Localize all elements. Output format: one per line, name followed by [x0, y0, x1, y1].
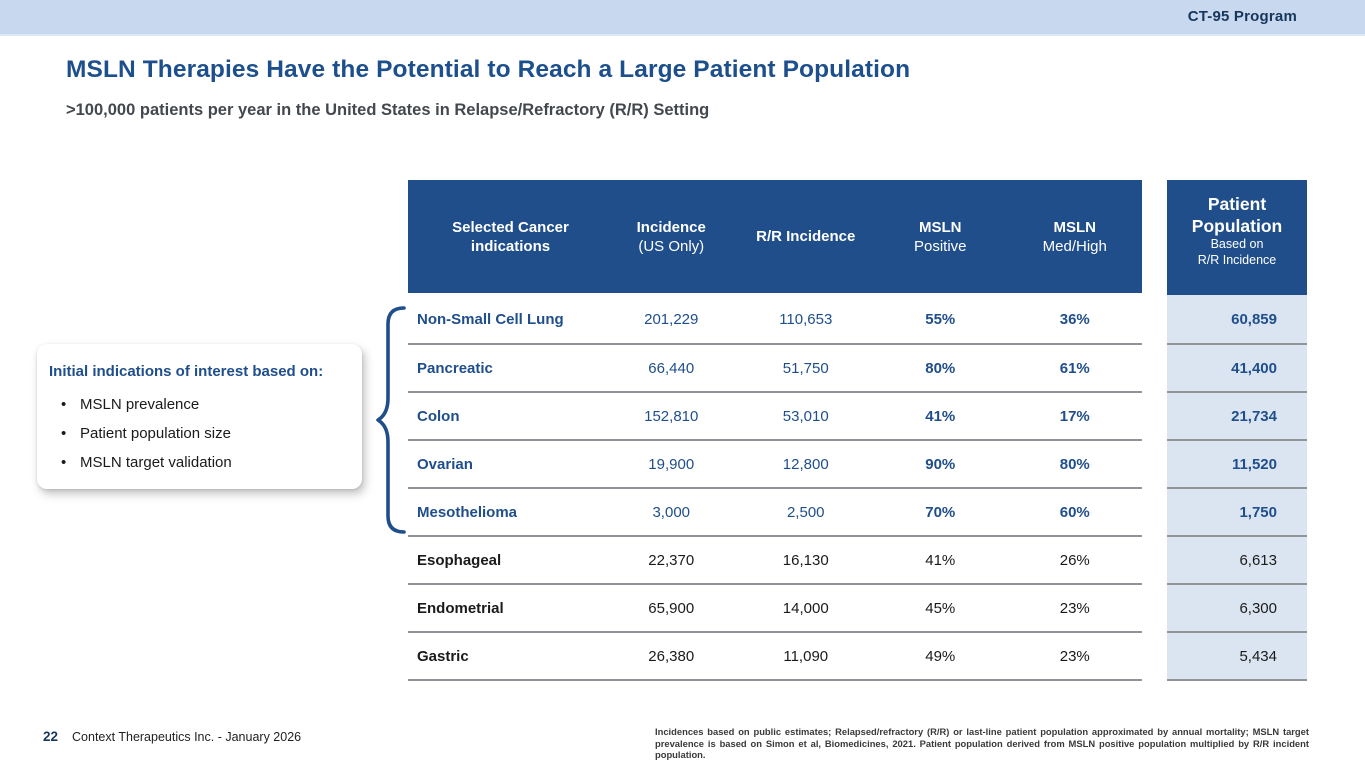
callout-title: Initial indications of interest based on…: [49, 363, 324, 380]
table-header-row: Selected Cancer indications Incidence (U…: [408, 180, 1142, 293]
cell-incidence: 3,000: [652, 503, 691, 521]
cell-rr-incidence: 51,750: [782, 359, 829, 377]
header-line: R/R Incidence: [1197, 252, 1277, 267]
patient-population-cells: 60,859 41,400 21,734 11,520 1,750 6,613 …: [1167, 295, 1307, 681]
page-subtitle: >100,000 patients per year in the United…: [66, 101, 710, 119]
cell-patient-population: 6,613: [1167, 535, 1307, 583]
cell-rr-incidence: 2,500: [786, 503, 825, 521]
callout-bullet: MSLN target validation: [49, 448, 348, 477]
table-row: Esophageal 22,370 16,130 41% 26%: [408, 535, 1142, 583]
header-incidence-us-only: Incidence (US Only): [604, 218, 739, 256]
cell-patient-population: 21,734: [1167, 391, 1307, 439]
cell-incidence: 19,900: [648, 455, 695, 473]
callout-bullet: MSLN prevalence: [49, 390, 348, 419]
table-row: Endometrial 65,900 14,000 45% 23%: [408, 583, 1142, 631]
header-line: indications: [470, 237, 551, 255]
header-selected-cancer-indications: Selected Cancer indications: [408, 218, 604, 256]
table-body: Non-Small Cell Lung 201,229 110,653 55% …: [408, 295, 1142, 681]
cell-indication: Ovarian: [417, 455, 473, 473]
table-row: Non-Small Cell Lung 201,229 110,653 55% …: [408, 295, 1142, 343]
page-number: 22: [43, 729, 59, 744]
cell-msln-med-high: 61%: [1059, 359, 1090, 377]
brace-bracket: [374, 304, 408, 536]
table-row: Ovarian 19,900 12,800 90% 80%: [408, 439, 1142, 487]
callout-bullet-list: MSLN prevalence Patient population size …: [49, 390, 348, 477]
top-banner: CT-95 Program: [0, 0, 1365, 36]
header-line: MSLN: [919, 218, 962, 236]
cell-patient-population: 5,434: [1167, 631, 1307, 679]
header-line: (US Only): [638, 237, 705, 255]
cell-rr-incidence: 12,800: [782, 455, 829, 473]
cell-indication: Colon: [417, 407, 460, 425]
patient-population-header: Patient Population Based on R/R Incidenc…: [1167, 180, 1307, 295]
cell-indication: Mesothelioma: [417, 503, 518, 521]
table-row: Colon 152,810 53,010 41% 17%: [408, 391, 1142, 439]
cell-msln-med-high: 80%: [1059, 455, 1090, 473]
cell-indication: Gastric: [417, 647, 469, 665]
cell-msln-positive: 55%: [925, 310, 956, 328]
cell-indication: Non-Small Cell Lung: [417, 310, 564, 328]
cell-msln-positive: 70%: [925, 503, 956, 521]
cell-msln-med-high: 23%: [1059, 647, 1090, 665]
cell-patient-population: 11,520: [1167, 439, 1307, 487]
cell-patient-population: 1,750: [1167, 487, 1307, 535]
cell-incidence: 22,370: [648, 551, 695, 569]
cell-patient-population: 60,859: [1167, 295, 1307, 343]
page-title: MSLN Therapies Have the Potential to Rea…: [66, 56, 911, 83]
cell-rr-incidence: 16,130: [782, 551, 829, 569]
footer-left: 22 Context Therapeutics Inc. - January 2…: [43, 729, 301, 744]
table-row: Gastric 26,380 11,090 49% 23%: [408, 631, 1142, 679]
cell-indication: Endometrial: [417, 599, 504, 617]
indications-table: Selected Cancer indications Incidence (U…: [408, 180, 1142, 681]
brace-icon: [376, 306, 406, 534]
cell-msln-positive: 45%: [925, 599, 956, 617]
program-label: CT-95 Program: [1187, 8, 1297, 25]
cell-indication: Esophageal: [417, 551, 502, 569]
cell-incidence: 201,229: [644, 310, 699, 328]
cell-rr-incidence: 14,000: [782, 599, 829, 617]
callout-bullet: Patient population size: [49, 419, 348, 448]
cell-incidence: 26,380: [648, 647, 695, 665]
cell-patient-population: 41,400: [1167, 343, 1307, 391]
cell-msln-positive: 41%: [925, 551, 956, 569]
cell-rr-incidence: 110,653: [779, 310, 833, 328]
cell-msln-positive: 49%: [925, 647, 956, 665]
header-line: R/R Incidence: [756, 228, 856, 245]
header-rr-incidence: R/R Incidence: [739, 227, 874, 246]
cell-msln-positive: 90%: [925, 455, 956, 473]
header-line: Based on: [1210, 237, 1264, 251]
table-row: Pancreatic 66,440 51,750 80% 61%: [408, 343, 1142, 391]
company-credit: Context Therapeutics Inc. - January 2026: [72, 730, 302, 744]
header-msln-positive: MSLN Positive: [873, 218, 1008, 256]
cell-patient-population: 6,300: [1167, 583, 1307, 631]
cell-indication: Pancreatic: [417, 359, 493, 377]
patient-population-column: Patient Population Based on R/R Incidenc…: [1167, 180, 1307, 681]
table-row: Mesothelioma 3,000 2,500 70% 60%: [408, 487, 1142, 535]
callout-box: Initial indications of interest based on…: [37, 344, 362, 489]
header-msln-med-high: MSLN Med/High: [1008, 218, 1143, 256]
cell-incidence: 152,810: [644, 407, 699, 425]
footnote: Incidences based on public estimates; Re…: [655, 726, 1309, 761]
cell-msln-positive: 41%: [925, 407, 956, 425]
header-line: Selected Cancer: [452, 218, 569, 236]
cell-msln-positive: 80%: [925, 359, 956, 377]
cell-msln-med-high: 36%: [1059, 310, 1090, 328]
header-line: Population: [1191, 216, 1283, 236]
header-line: Patient: [1207, 194, 1267, 214]
cell-msln-med-high: 60%: [1059, 503, 1090, 521]
cell-rr-incidence: 11,090: [783, 647, 829, 665]
cell-msln-med-high: 17%: [1059, 407, 1090, 425]
cell-msln-med-high: 26%: [1059, 551, 1090, 569]
header-line: Positive: [913, 237, 967, 255]
cell-msln-med-high: 23%: [1059, 599, 1090, 617]
cell-rr-incidence: 53,010: [782, 407, 829, 425]
header-line: MSLN: [1053, 218, 1097, 236]
cell-incidence: 66,440: [648, 359, 695, 377]
header-line: Med/High: [1042, 237, 1107, 255]
cell-incidence: 65,900: [648, 599, 695, 617]
header-line: Incidence: [636, 218, 706, 236]
